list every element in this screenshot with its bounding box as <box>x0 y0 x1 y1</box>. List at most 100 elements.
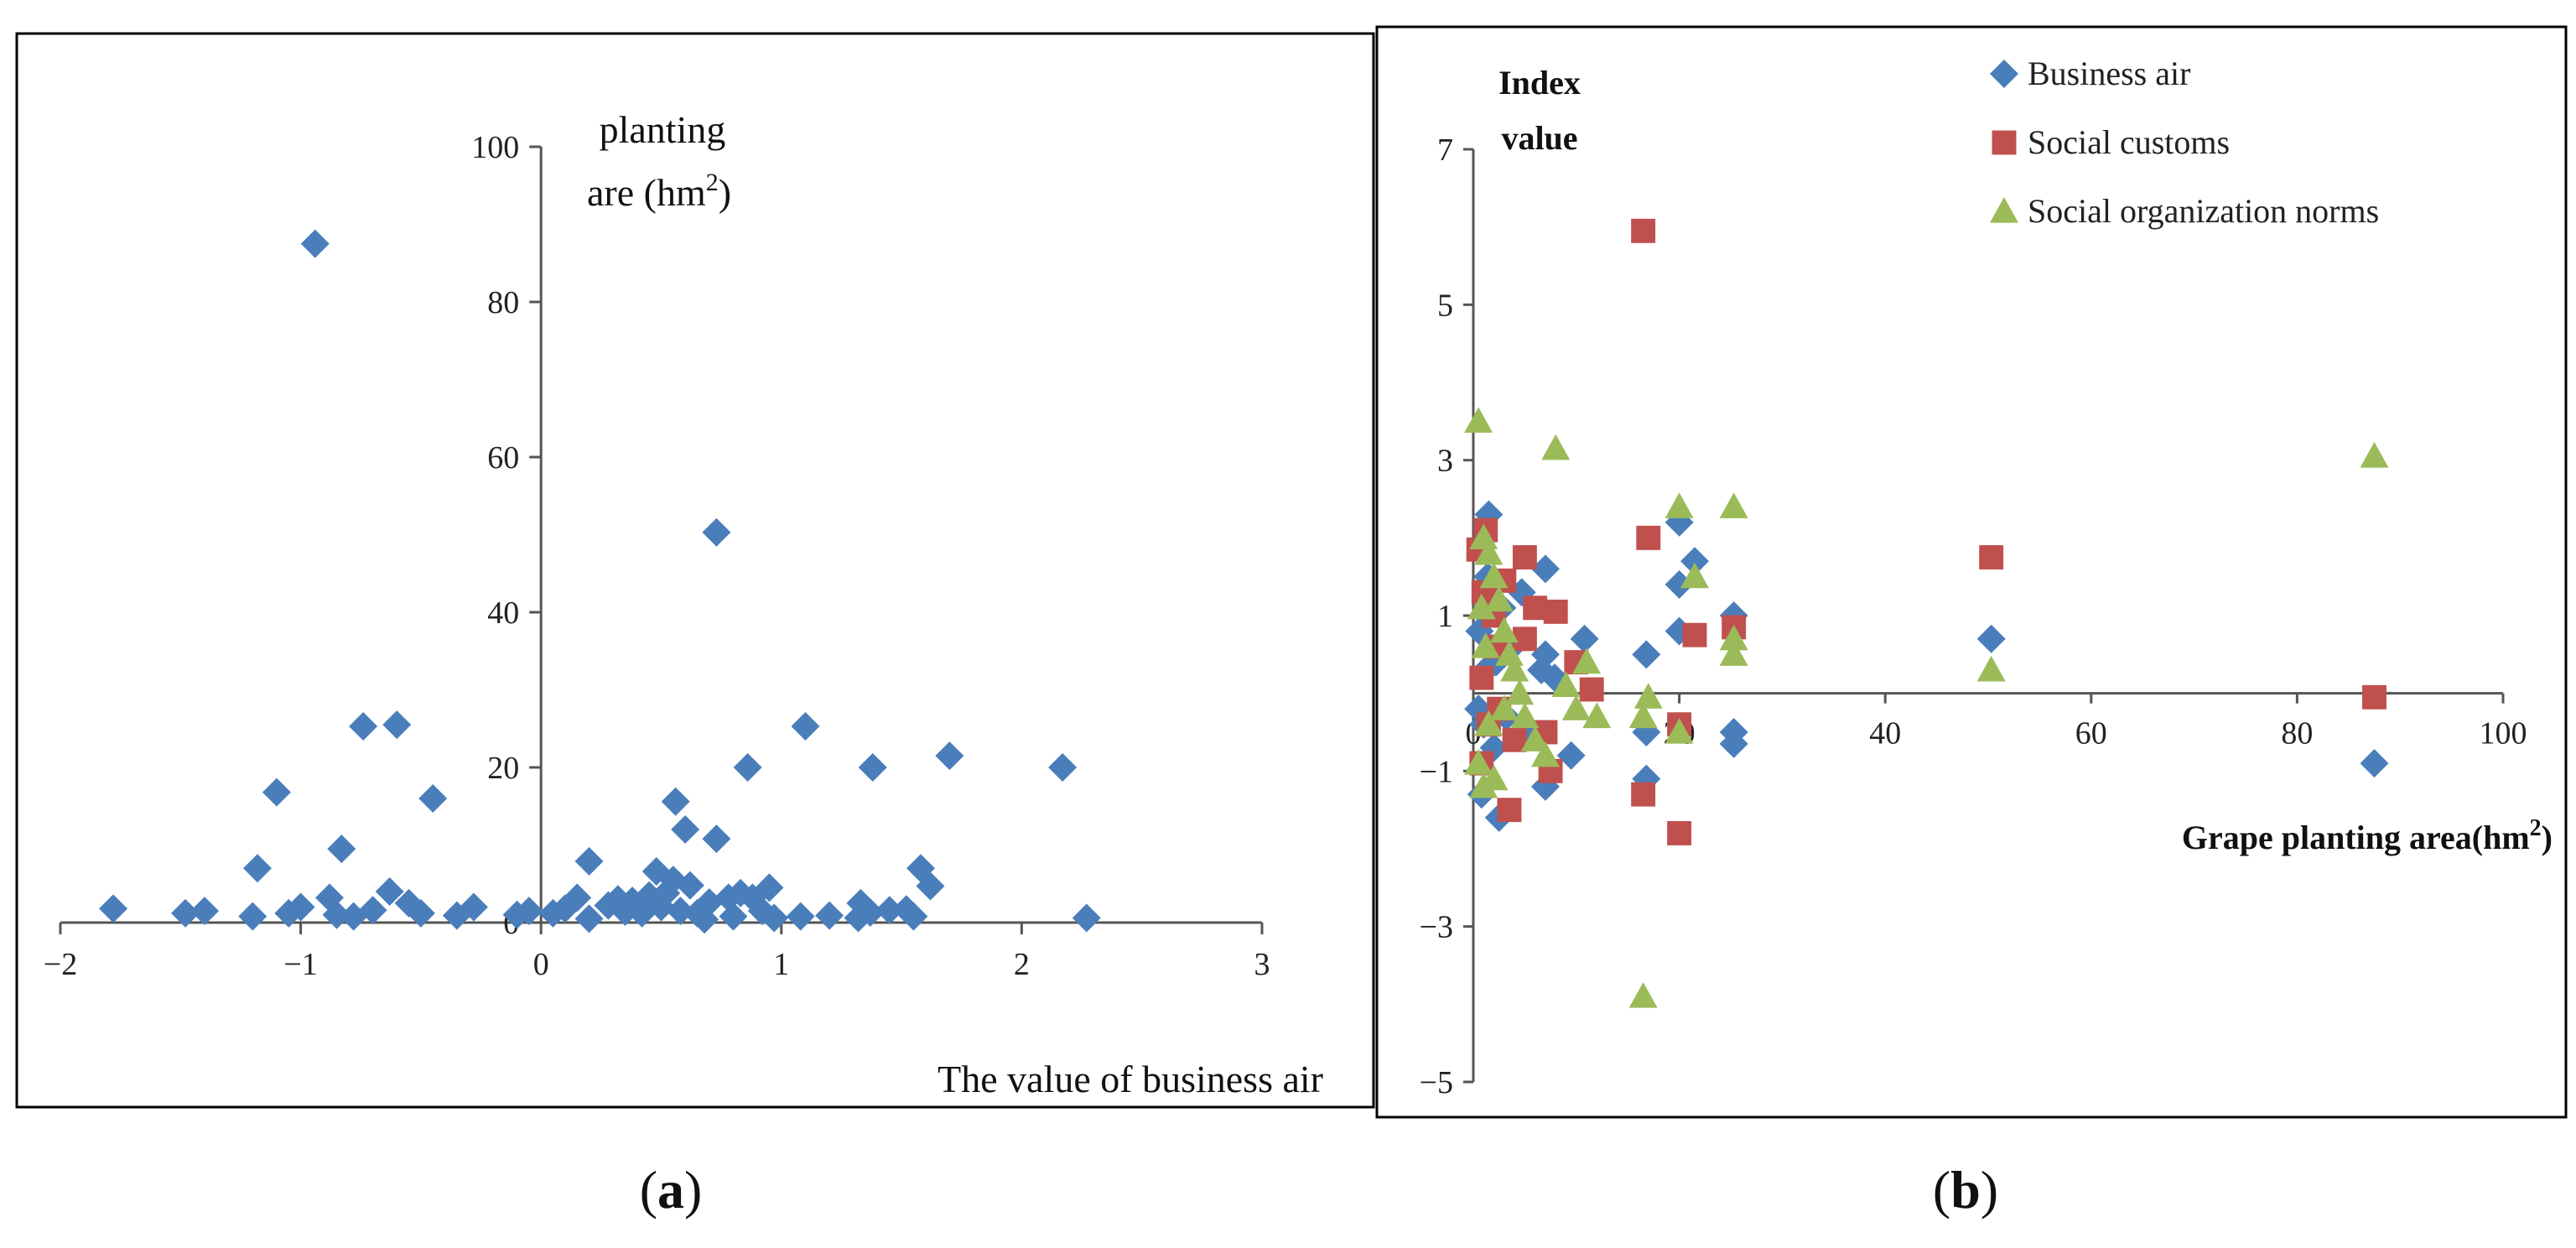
panel-b-point-social-customs <box>1543 599 1568 624</box>
panel-a-frame <box>15 32 1375 1109</box>
panel-b-point-social-org-norms <box>1474 710 1504 736</box>
panel-b-point-social-customs <box>1682 622 1707 647</box>
panel-b-point-business-air <box>2360 749 2389 778</box>
panel-a-point <box>574 846 604 876</box>
panel-a-point <box>733 753 762 782</box>
legend-social-customs-marker <box>1992 130 2017 155</box>
caption-a: (a) <box>640 1160 703 1219</box>
panel-b-point-social-org-norms <box>1572 647 1602 674</box>
panel-a-point <box>243 854 273 883</box>
panel-a-x-tick-label: 2 <box>1014 947 1030 982</box>
panel-b-ylabel-line2: value <box>1501 119 1577 157</box>
panel-b-point-social-org-norms <box>2360 442 2389 468</box>
panel-a-y-tick-label: 60 <box>487 440 519 476</box>
panel-b-point-business-air <box>1527 655 1556 684</box>
panel-a-point <box>702 517 731 547</box>
panel-a-x-tick-label: 1 <box>773 947 789 982</box>
panel-a-point <box>875 896 904 925</box>
panel-b-point-social-customs <box>1512 627 1537 652</box>
panel-a-x-tick-label: 3 <box>1254 947 1270 982</box>
legend-social-org-norms-label: Social organization norms <box>2028 192 2379 230</box>
panel-a-x-tick-label: −2 <box>44 947 77 982</box>
panel-b-point-social-org-norms <box>1633 683 1663 709</box>
panel-b-point-social-org-norms <box>1489 694 1519 720</box>
panel-b-point-social-customs <box>1579 677 1604 702</box>
panel-b-point-social-customs <box>1979 545 2004 569</box>
panel-b-legend: Business air Social customs Social organiz… <box>1990 55 2379 230</box>
panel-a-point <box>671 815 700 844</box>
panel-b-point-social-org-norms <box>1551 671 1581 697</box>
panel-b-point-social-org-norms <box>1489 616 1519 643</box>
panel-b-point-social-org-norms <box>1561 694 1591 720</box>
panel-a-point <box>418 784 448 813</box>
panel-b-point-social-customs <box>1636 525 1661 550</box>
panel-b-point-social-org-norms <box>1474 538 1504 565</box>
panel-b-y-ticks: −5 −3 −1 1 3 5 7 <box>1420 133 1473 1100</box>
panel-a-x-tick-label: −1 <box>283 947 317 982</box>
panel-b-point-social-org-norms <box>1680 562 1710 589</box>
panel-a-point <box>916 871 945 901</box>
panel-a-point <box>702 824 731 854</box>
panel-b-point-business-air <box>1976 624 2006 653</box>
panel-b-point-social-customs <box>1523 595 1548 621</box>
panel-b-y-tick-label: −3 <box>1420 910 1453 945</box>
panel-a-point <box>190 897 219 926</box>
panel-b-point-social-org-norms <box>1665 492 1694 518</box>
panel-a-point <box>262 777 291 807</box>
panel-b-point-social-org-norms <box>1628 982 1658 1008</box>
panel-a-point <box>666 897 695 926</box>
panel-a-point <box>171 898 200 928</box>
panel-a-y-tick-label: 100 <box>471 130 519 165</box>
panel-a-point <box>786 902 815 931</box>
panel-b-points <box>1464 218 2389 1008</box>
panel-a-point <box>858 753 887 782</box>
panel-b-y-tick-label: 1 <box>1437 599 1453 634</box>
panel-a-point <box>394 888 423 918</box>
panel-b-x-tick-label: 40 <box>1869 716 1901 751</box>
panel-b-point-social-customs <box>1512 545 1537 569</box>
panel-a-point <box>300 229 330 258</box>
panel-a-x-tick-label: 0 <box>533 947 549 982</box>
panel-a-point <box>349 711 378 741</box>
panel-b-y-tick-label: −1 <box>1420 754 1453 789</box>
panel-a-point <box>538 898 568 928</box>
panel-a-point <box>935 741 964 771</box>
panel-b-point-social-org-norms <box>1484 585 1514 612</box>
panel-b-point-social-org-norms <box>1719 640 1748 666</box>
panel-b-xlabel: Grape planting area(hm2) <box>2182 815 2553 856</box>
panel-b-point-social-org-norms <box>1541 434 1571 460</box>
legend-business-air-label: Business air <box>2028 55 2190 92</box>
panel-a-point <box>661 787 690 816</box>
panel-a-point <box>1072 903 1101 933</box>
panel-a-point <box>99 894 128 923</box>
panel-a-x-ticks: −2 −1 0 1 2 3 <box>44 923 1270 982</box>
panel-b-point-social-customs <box>1497 798 1522 823</box>
panel-b-point-social-customs <box>1631 218 1656 243</box>
panel-a-point <box>339 902 368 931</box>
panel-a-point <box>899 902 928 931</box>
panel-b-point-business-air <box>1556 741 1586 770</box>
panel-b-point-social-org-norms <box>1467 593 1496 620</box>
panel-a-y-tick-label: 40 <box>487 595 519 631</box>
panel-a-ylabel-line1: planting <box>600 108 726 151</box>
panel-b-y-tick-label: 5 <box>1437 288 1453 323</box>
panel-b-x-tick-label: 100 <box>2480 716 2527 751</box>
panel-b-point-social-customs <box>2362 684 2386 710</box>
panel-a-point <box>690 905 719 934</box>
panel-b-point-business-air <box>1632 640 1661 669</box>
panel-b-x-tick-label: 80 <box>2281 716 2313 751</box>
panel-b-point-business-air <box>1530 554 1560 584</box>
panel-b-point-social-org-norms <box>1582 702 1612 729</box>
legend-social-org-norms-marker <box>1990 197 2018 223</box>
panel-a-point <box>815 901 844 930</box>
panel-a-point <box>719 902 748 931</box>
panel-a-y-tick-label: 80 <box>487 285 519 320</box>
panel-a-point <box>382 710 412 740</box>
panel-a-point <box>574 904 604 933</box>
panel-b-y-tick-label: 3 <box>1437 444 1453 479</box>
panel-b-ylabel-line1: Index <box>1498 64 1581 101</box>
